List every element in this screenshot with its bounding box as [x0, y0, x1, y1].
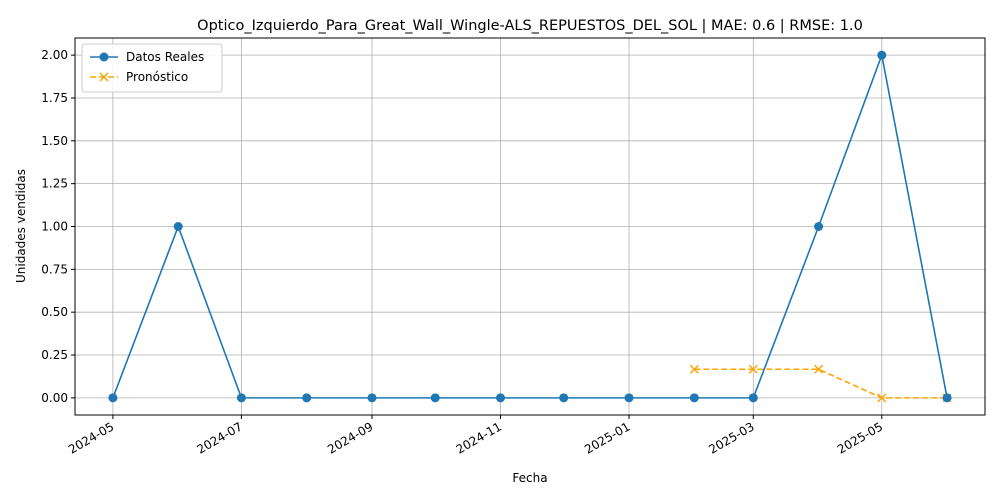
chart-title: Optico_Izquierdo_Para_Great_Wall_Wingle-…: [197, 18, 863, 34]
data-point: [430, 393, 440, 403]
y-tick-label: 1.50: [41, 134, 68, 148]
legend-item: Pronóstico: [90, 70, 188, 84]
x-tick-label: 2024-09: [325, 419, 375, 456]
x-tick-label: 2024-11: [454, 419, 504, 456]
data-point: [108, 393, 118, 403]
y-tick-label: 0.50: [41, 305, 68, 319]
data-point: [624, 393, 634, 403]
y-axis: 0.00 0.25 0.50 0.75 1.00 1.25 1.50 1.75 2.00: [41, 48, 75, 405]
legend-label: Pronóstico: [126, 70, 188, 84]
data-point: [748, 364, 758, 374]
x-tick-label: 2025-01: [582, 419, 632, 456]
x-axis-label: Fecha: [512, 471, 547, 485]
data-point: [236, 393, 246, 403]
data-point: [173, 222, 183, 231]
y-axis-label: Unidades vendidas: [14, 169, 28, 283]
grid: [75, 38, 985, 415]
y-tick-label: 0.25: [41, 348, 68, 362]
x-tick-label: 2024-07: [194, 419, 244, 456]
data-point: [99, 72, 109, 82]
legend-label: Datos Reales: [126, 50, 204, 64]
y-tick-label: 1.75: [41, 91, 68, 105]
y-tick-label: 1.25: [41, 177, 68, 191]
legend: Datos Reales Pronóstico: [81, 43, 223, 93]
x-tick-label: 2025-03: [706, 419, 756, 456]
series-forecast: [689, 364, 952, 403]
series-line: [112, 52, 948, 399]
data-point: [689, 393, 699, 403]
x-axis: 2024-05 2024-07 2024-09 2024-11 2025-01 2025-…: [66, 415, 885, 457]
y-tick-label: 0.75: [41, 262, 68, 276]
y-tick-label: 0.00: [41, 391, 68, 405]
data-point: [814, 364, 824, 374]
x-tick-label: 2024-05: [66, 419, 116, 456]
y-tick-label: 1.00: [41, 220, 68, 234]
data-point: [748, 393, 758, 403]
data-point: [302, 393, 312, 403]
data-point: [99, 52, 109, 62]
series-line: [694, 368, 948, 399]
data-point: [877, 393, 887, 403]
data-point: [942, 393, 952, 403]
data-point: [689, 364, 699, 374]
data-point: [367, 393, 377, 403]
legend-frame: [81, 43, 223, 93]
data-point: [814, 222, 824, 231]
data-point: [496, 393, 506, 403]
data-point: [559, 393, 569, 403]
legend-item: Datos Reales: [90, 50, 204, 64]
y-tick-label: 2.00: [41, 48, 68, 62]
x-tick-label: 2025-05: [835, 419, 885, 456]
plot-area: [108, 50, 952, 403]
series-actual: [108, 50, 952, 403]
data-point: [877, 50, 887, 60]
